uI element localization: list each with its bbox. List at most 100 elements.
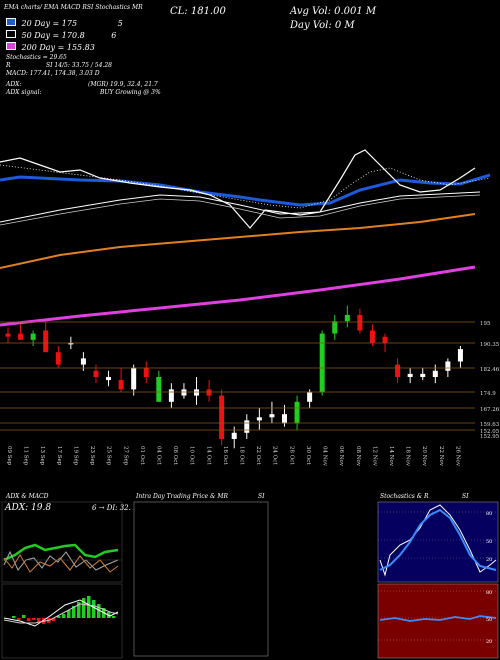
- main-price-chart: 195 190.35 182.46 174.9 167.26 159.63152.0515…: [0, 149, 500, 467]
- candle-body: [332, 321, 338, 334]
- date-label: 14 Oct: [205, 446, 211, 465]
- avg-volume: Avg Vol: 0.001 M: [290, 6, 377, 17]
- candle-body: [30, 333, 36, 340]
- stoch-d-line: [379, 508, 497, 571]
- candle-body: [131, 367, 137, 390]
- ema50-label: 50 Day = 170.8: [21, 31, 85, 40]
- price-tick: 167.26: [480, 407, 500, 413]
- price-tick: 182.46: [480, 367, 500, 373]
- macd-bar: [17, 618, 21, 620]
- r-label: R: [6, 62, 11, 69]
- macd-label: MACD: 177.41, 174.38, 3.03 D: [6, 70, 100, 77]
- candle-body: [319, 333, 325, 393]
- macd-bar: [37, 618, 41, 622]
- date-label: 09 Sep: [6, 446, 12, 466]
- adx-values: (MGR) 19.9, 32.4, 21.7: [88, 81, 158, 88]
- ema200-swatch: [6, 42, 16, 50]
- ema20-label: 20 Day = 175: [21, 19, 78, 28]
- mr-tick: 20: [486, 639, 492, 645]
- date-label: 10 Oct: [189, 446, 195, 465]
- stoch-tick: 80: [486, 511, 492, 517]
- macd-bar: [112, 616, 116, 618]
- candle-body: [18, 333, 24, 340]
- adx-green-line: [3, 543, 119, 562]
- candle-body: [231, 432, 237, 439]
- candle-body: [457, 349, 463, 362]
- date-label: 12 Nov: [371, 446, 377, 467]
- candle-body: [68, 342, 74, 345]
- date-label: 22 Oct: [255, 446, 261, 465]
- candle-body: [445, 361, 451, 371]
- adx-value-label: ADX: 19.8: [5, 503, 52, 513]
- macd-bar: [32, 618, 36, 620]
- candle-body: [181, 389, 187, 396]
- stoch-k-line: [379, 504, 497, 577]
- chart-title-line: EMA charts/ EMA MACD RSI Stochastics MR: [4, 4, 143, 11]
- date-label: 24 Oct: [272, 446, 278, 465]
- intraday-si: SI: [258, 493, 265, 500]
- macd-bar: [27, 618, 31, 621]
- macd-panel: [1, 583, 123, 659]
- candle-body: [407, 373, 413, 377]
- mr-tick: 50: [486, 617, 492, 623]
- candle-body: [206, 389, 212, 396]
- signal-value: BUY Growing @ 3%: [100, 89, 161, 96]
- date-label: 25 Sep: [106, 446, 112, 466]
- stoch-tick: 50: [486, 539, 492, 545]
- date-label: 01 Oct: [139, 446, 145, 465]
- candle-body: [55, 352, 61, 365]
- date-label: 08 Oct: [172, 446, 178, 465]
- candle-body: [294, 401, 300, 424]
- candle-body: [244, 420, 250, 433]
- candle-body: [307, 392, 313, 402]
- candle-body: [5, 333, 11, 337]
- date-label: 11 Sep: [23, 446, 29, 466]
- adx-panel: [1, 501, 123, 583]
- macd-bar: [77, 602, 81, 618]
- date-label: 17 Sep: [56, 446, 62, 466]
- date-label: 18 Nov: [405, 446, 411, 467]
- candle-body: [432, 370, 438, 377]
- ema50-line: [0, 191, 481, 223]
- candle-body: [256, 417, 262, 421]
- macd-bar: [72, 606, 76, 618]
- candle-body: [219, 395, 225, 439]
- date-label: 14 Nov: [388, 446, 394, 467]
- date-label: 30 Oct: [305, 446, 311, 465]
- date-label: 18 Oct: [239, 446, 245, 465]
- candle-body: [420, 373, 426, 377]
- macd-bar: [82, 598, 86, 618]
- mr-tick: 80: [486, 590, 492, 596]
- date-label: 19 Sep: [72, 446, 78, 466]
- price-tick: 195: [480, 321, 491, 327]
- macd-bar: [22, 615, 26, 618]
- macd-bar: [97, 604, 101, 618]
- macd-bar: [57, 616, 61, 618]
- mr-panel: [377, 583, 499, 659]
- date-label: 04 Oct: [155, 446, 161, 465]
- date-label: 28 Oct: [288, 446, 294, 465]
- price-tick: 174.9: [480, 391, 496, 397]
- ema100-line: [0, 213, 476, 269]
- ema20-swatch: [6, 18, 16, 26]
- ema20-suffix: 5: [117, 19, 123, 28]
- candle-body: [382, 336, 388, 343]
- date-label: 22 Nov: [438, 446, 444, 467]
- candle-body: [168, 389, 174, 402]
- ema50-line-2: [0, 194, 481, 226]
- ema200-label: 200 Day = 155.83: [21, 43, 95, 52]
- stoch-tick: 20: [486, 557, 492, 563]
- date-label: 06 Nov: [338, 446, 344, 467]
- date-label: 08 Nov: [355, 446, 361, 467]
- macd-bar: [87, 596, 91, 618]
- intraday-title: Intra Day Trading Price & MR: [136, 493, 229, 500]
- date-label: 16 Oct: [222, 446, 228, 465]
- day-volume: Day Vol: 0 M: [290, 20, 355, 31]
- close-line: [0, 149, 476, 229]
- adx-di-values: 6 → DI: 32.: [92, 504, 131, 512]
- candle-body: [344, 314, 350, 322]
- price-tick: 152.95: [480, 434, 500, 440]
- candle-body: [269, 414, 275, 418]
- macd-signal-line: [3, 603, 119, 624]
